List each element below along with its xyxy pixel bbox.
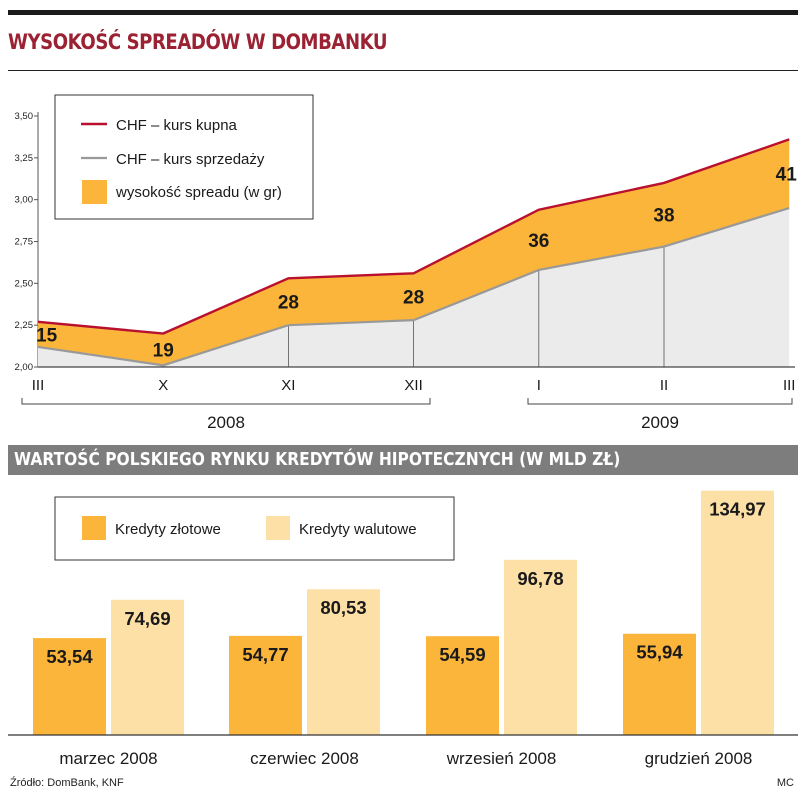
legend-swatch-foreign [266, 516, 290, 540]
y-tick-label: 2,25 [15, 320, 34, 331]
year-bracket [21, 398, 431, 405]
bar-data-label: 55,94 [636, 642, 683, 663]
x-tick-label: III [32, 377, 45, 394]
bar-data-label: 54,59 [439, 644, 485, 665]
top-rule [8, 10, 798, 15]
spread-data-label: 28 [403, 288, 424, 309]
bar-zloty [33, 638, 106, 735]
legend-label-foreign: Kredyty walutowe [299, 521, 417, 538]
spread-data-label: 15 [36, 325, 58, 346]
sell-area [38, 208, 790, 367]
legend-swatch-zloty [82, 516, 106, 540]
y-tick-label: 3,50 [15, 111, 34, 122]
legend-label-sell: CHF – kurs sprzedaży [116, 151, 265, 168]
legend-label-spread: wysokość spreadu (w gr) [115, 184, 282, 201]
x-tick-label: czerwiec 2008 [250, 749, 359, 768]
x-tick-label: XII [404, 377, 422, 394]
legend-swatch-spread [82, 180, 107, 204]
bar-zloty [229, 635, 302, 735]
y-tick-label: 2,50 [15, 278, 34, 289]
spread-band [38, 139, 790, 366]
spread-data-label: 41 [776, 165, 798, 186]
sell-rate-line [37, 206, 790, 367]
y-tick-label: 3,00 [15, 195, 34, 206]
bar-chart-title: WARTOŚĆ POLSKIEGO RYNKU KREDYTÓW HIPOTEC… [14, 449, 621, 470]
bar-foreign [701, 490, 774, 735]
year-label: 2008 [207, 413, 245, 432]
bar-data-label: 134,97 [709, 499, 766, 520]
x-tick-label: wrzesień 2008 [446, 749, 557, 768]
year-bracket [527, 398, 793, 405]
spread-data-label: 36 [528, 231, 549, 252]
x-tick-label: III [783, 377, 796, 394]
legend-label-zloty: Kredyty złotowe [115, 521, 221, 538]
x-tick-label: X [158, 377, 168, 394]
bar-zloty [426, 636, 499, 735]
x-tick-label: II [660, 377, 668, 394]
spread-chart: 2,00 2,25 2,50 2,75 3,00 3,25 3,50 15 19 28 28 36 38… [15, 94, 798, 432]
legend-label-buy: CHF – kurs kupna [116, 117, 238, 134]
x-tick-label: XI [281, 377, 295, 394]
x-tick-label: marzec 2008 [59, 749, 157, 768]
bar-foreign [504, 559, 577, 735]
bar-foreign [307, 589, 380, 735]
bar-foreign [111, 599, 184, 735]
bar-zloty [623, 633, 696, 735]
title-underline [8, 70, 798, 71]
x-tick-label: I [537, 377, 541, 394]
bar-data-label: 96,78 [517, 568, 563, 589]
spread-data-label: 19 [153, 340, 174, 361]
source-note: Źródło: DomBank, KNF [10, 777, 124, 789]
x-tick-label: grudzień 2008 [645, 749, 753, 768]
legend: CHF – kurs kupna CHF – kurs sprzedaży wyso… [54, 94, 314, 220]
chart-title: WYSOKOŚĆ SPREADÓW W DOMBANKU [8, 30, 388, 54]
bar-data-label: 80,53 [320, 597, 366, 618]
author-credit: MC [776, 777, 794, 789]
y-tick-label: 2,75 [15, 237, 34, 248]
y-tick-label: 3,25 [15, 153, 34, 164]
legend: Kredyty złotowe Kredyty walutowe [54, 496, 455, 561]
year-label: 2009 [641, 413, 679, 432]
spread-data-label: 38 [653, 206, 674, 227]
y-tick-label: 2,00 [15, 362, 34, 373]
bar-data-label: 74,69 [124, 608, 170, 629]
legend-box [54, 496, 455, 561]
bar-data-label: 53,54 [46, 646, 93, 667]
spread-data-label: 28 [278, 293, 299, 314]
buy-rate-line [37, 138, 790, 335]
bar-data-label: 54,77 [242, 644, 288, 665]
bar-chart-header-band [8, 445, 798, 475]
